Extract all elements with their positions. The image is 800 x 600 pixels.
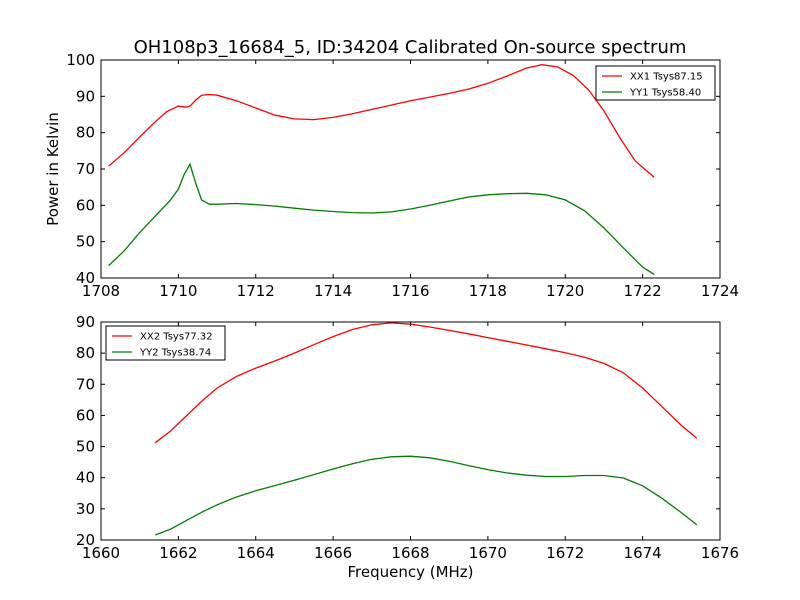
legend-entry: XX2 Tsys77.32 <box>140 332 213 343</box>
x-tick-label: 1708 <box>82 282 120 300</box>
x-tick-label: 1676 <box>701 544 739 562</box>
y-axis-label: Power in Kelvin <box>44 112 62 226</box>
legend-1: XX1 Tsys87.15 YY1 Tsys58.40 <box>595 65 716 101</box>
x-tick-label: 1724 <box>701 282 739 300</box>
legend-entry: XX1 Tsys87.15 <box>630 72 703 83</box>
y-tick-label: 70 <box>76 160 95 178</box>
legend-box <box>105 325 226 361</box>
x-tick-label: 1714 <box>314 282 352 300</box>
figure-title: OH108p3_16684_5, ID:34204 Calibrated On-… <box>134 37 687 58</box>
legend-entry: YY1 Tsys58.40 <box>629 88 701 99</box>
y-tick-label: 80 <box>76 344 95 362</box>
legend-box <box>595 65 716 101</box>
x-tick-label: 1662 <box>159 544 197 562</box>
y-tick-label: 80 <box>76 124 95 142</box>
chart-panel-1: 1708 1710 1712 1714 1716 1718 1720 1722 1724 40 50… <box>44 51 739 300</box>
x-tick-label: 1720 <box>546 282 584 300</box>
y-tick-label: 30 <box>76 500 95 518</box>
x-tick-label: 1674 <box>624 544 662 562</box>
y-tick-label: 40 <box>76 269 95 287</box>
y-tick-label: 70 <box>76 375 95 393</box>
x-tick-label: 1716 <box>391 282 429 300</box>
y-tick-label: 90 <box>76 87 95 105</box>
legend-entry: YY2 Tsys38.74 <box>139 348 211 359</box>
x-tick-label: 1712 <box>237 282 275 300</box>
legend-2: XX2 Tsys77.32 YY2 Tsys38.74 <box>105 325 226 361</box>
y-tick-label: 40 <box>76 469 95 487</box>
x-tick-label: 1666 <box>314 544 352 562</box>
y-tick-label: 50 <box>76 233 95 251</box>
y-tick-label: 50 <box>76 438 95 456</box>
series-line-1-1 <box>108 64 655 178</box>
y-tick-label: 60 <box>76 196 95 214</box>
series-line-2-2 <box>154 455 698 536</box>
series-line-1-2 <box>108 162 655 275</box>
y-tick-label: 20 <box>76 531 95 549</box>
x-axis-label: Frequency (MHz) <box>347 563 473 581</box>
x-tick-label: 1670 <box>469 544 507 562</box>
chart-panels: 1708 1710 1712 1714 1716 1718 1720 1722 1724 40 50… <box>44 51 739 581</box>
x-tick-label: 1710 <box>159 282 197 300</box>
series-line-2-1 <box>154 322 698 444</box>
y-tick-label: 100 <box>66 51 95 69</box>
x-tick-label: 1664 <box>237 544 275 562</box>
x-tick-label: 1722 <box>624 282 662 300</box>
y-tick-label: 60 <box>76 406 95 424</box>
x-tick-label: 1660 <box>82 544 120 562</box>
chart-panel-2: 1660 1662 1664 1666 1668 1670 1672 1674 1676 20 30… <box>76 313 739 581</box>
x-tick-label: 1668 <box>391 544 429 562</box>
x-tick-label: 1672 <box>546 544 584 562</box>
y-tick-label: 90 <box>76 313 95 331</box>
x-tick-label: 1718 <box>469 282 507 300</box>
